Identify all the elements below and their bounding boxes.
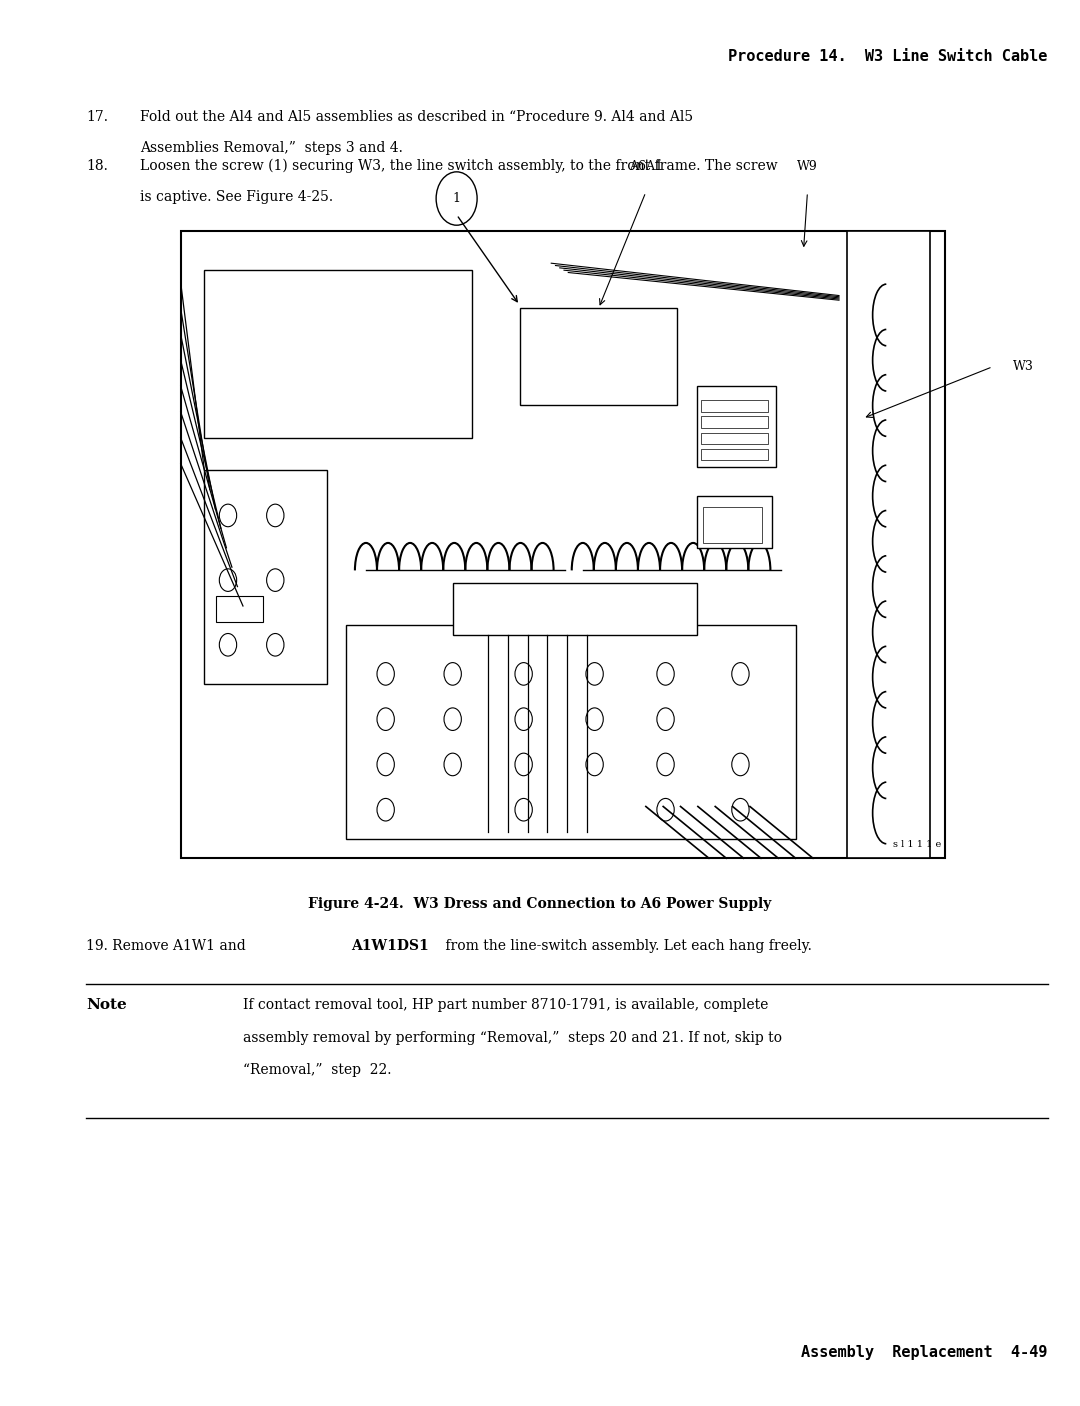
- Circle shape: [515, 799, 532, 821]
- Circle shape: [732, 662, 750, 685]
- Circle shape: [515, 754, 532, 776]
- Circle shape: [219, 505, 237, 527]
- Text: 18.: 18.: [86, 159, 108, 173]
- Circle shape: [377, 662, 394, 685]
- Bar: [453, 583, 697, 636]
- Circle shape: [444, 662, 461, 685]
- Text: is captive. See Figure 4-25.: is captive. See Figure 4-25.: [140, 190, 334, 204]
- Circle shape: [586, 754, 604, 776]
- Text: Note: Note: [86, 998, 127, 1012]
- Circle shape: [515, 707, 532, 731]
- Text: A6A1: A6A1: [629, 160, 663, 173]
- Bar: [204, 470, 326, 683]
- Text: assembly removal by performing “Removal,”  steps 20 and 21. If not, skip to: assembly removal by performing “Removal,…: [243, 1031, 782, 1045]
- Circle shape: [444, 754, 461, 776]
- Bar: [701, 401, 768, 412]
- Circle shape: [444, 707, 461, 731]
- Circle shape: [657, 799, 674, 821]
- Text: Fold out the Al4 and Al5 assemblies as described in “Procedure 9. Al4 and Al5: Fold out the Al4 and Al5 assemblies as d…: [140, 110, 693, 124]
- Text: s l 1 1 1 e: s l 1 1 1 e: [893, 839, 942, 848]
- Bar: [701, 416, 768, 427]
- Text: A1W1DS1: A1W1DS1: [351, 939, 429, 953]
- Bar: [180, 231, 945, 858]
- Circle shape: [267, 634, 284, 657]
- Bar: [703, 508, 761, 543]
- Bar: [697, 387, 775, 467]
- Circle shape: [377, 799, 394, 821]
- Bar: [519, 308, 677, 405]
- Circle shape: [586, 707, 604, 731]
- Bar: [697, 496, 772, 548]
- Circle shape: [657, 707, 674, 731]
- Bar: [701, 433, 768, 444]
- Bar: [347, 626, 796, 839]
- Text: Assembly  Replacement  4-49: Assembly Replacement 4-49: [801, 1344, 1048, 1360]
- Bar: [216, 596, 264, 621]
- Text: 17.: 17.: [86, 110, 108, 124]
- Text: 19. Remove A1W1 and: 19. Remove A1W1 and: [86, 939, 251, 953]
- Text: If contact removal tool, HP part number 8710-1791, is available, complete: If contact removal tool, HP part number …: [243, 998, 768, 1012]
- Circle shape: [515, 662, 532, 685]
- Text: W9: W9: [797, 160, 818, 173]
- Circle shape: [586, 662, 604, 685]
- Circle shape: [657, 662, 674, 685]
- Text: Assemblies Removal,”  steps 3 and 4.: Assemblies Removal,” steps 3 and 4.: [140, 141, 403, 155]
- Circle shape: [377, 754, 394, 776]
- Circle shape: [377, 707, 394, 731]
- Circle shape: [219, 569, 237, 592]
- Text: from the line-switch assembly. Let each hang freely.: from the line-switch assembly. Let each …: [441, 939, 811, 953]
- Bar: [847, 231, 930, 858]
- Circle shape: [219, 634, 237, 657]
- Circle shape: [657, 754, 674, 776]
- Circle shape: [267, 569, 284, 592]
- Text: Figure 4-24.  W3 Dress and Connection to A6 Power Supply: Figure 4-24. W3 Dress and Connection to …: [308, 897, 772, 911]
- Circle shape: [732, 754, 750, 776]
- Text: 1: 1: [453, 193, 461, 205]
- Circle shape: [436, 172, 477, 225]
- Text: Loosen the screw (1) securing W3, the line switch assembly, to the front frame. : Loosen the screw (1) securing W3, the li…: [140, 159, 778, 173]
- Circle shape: [732, 799, 750, 821]
- Text: “Removal,”  step  22.: “Removal,” step 22.: [243, 1063, 391, 1077]
- Circle shape: [267, 505, 284, 527]
- Text: Procedure 14.  W3 Line Switch Cable: Procedure 14. W3 Line Switch Cable: [728, 49, 1048, 65]
- Text: W3: W3: [1012, 360, 1034, 373]
- Bar: [204, 270, 472, 437]
- Bar: [701, 449, 768, 461]
